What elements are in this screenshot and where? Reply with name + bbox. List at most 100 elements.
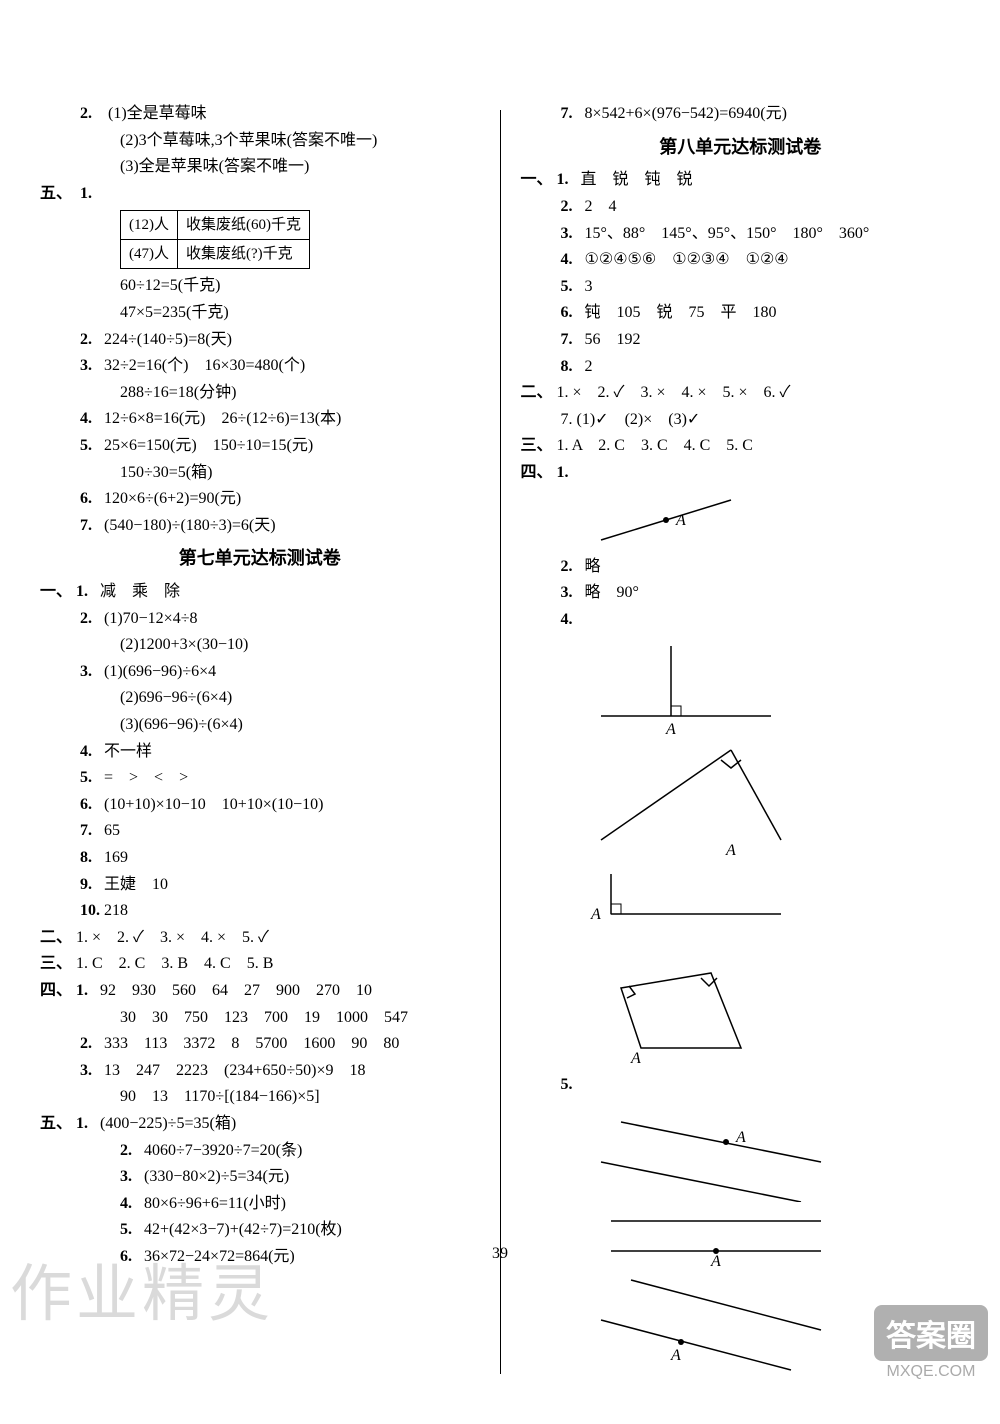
column-divider <box>500 110 501 1374</box>
calc-line: 60÷12=5(千克) <box>40 273 480 299</box>
diagram-perpendicular-vertical: A <box>581 636 961 736</box>
diagram-parallel-slanted: A <box>581 1102 961 1202</box>
answer-text: 42+(42×3−7)+(42÷7)=210(枚) <box>144 1221 342 1238</box>
unit-8-title: 第八单元达标测试卷 <box>521 133 961 162</box>
answer-row: 4.80×6÷96+6=11(小时) <box>40 1191 480 1217</box>
u7-s5-q1: 五、1.(400−225)÷5=35(箱) <box>40 1111 480 1137</box>
answer-text: 钝 105 锐 75 平 180 <box>585 304 777 321</box>
answer-text: 224÷(140÷5)=8(天) <box>104 331 232 348</box>
answer-text: 80×6÷96+6=11(小时) <box>144 1195 286 1212</box>
answer-row: 2.(1)70−12×4÷8 <box>40 606 480 632</box>
item-number: 2. <box>80 606 104 632</box>
answer-text: 不一样 <box>104 743 152 760</box>
q2-line3: (3)全是苹果味(答案不唯一) <box>40 154 480 180</box>
answer-row: 3.15°、88° 145°、95°、150° 180° 360° <box>521 221 961 247</box>
item-number: 1. <box>76 579 100 605</box>
item-number: 2. <box>80 327 104 353</box>
answer-text: (1)(696−96)÷6×4 <box>104 663 216 680</box>
item-number: 3. <box>80 659 104 685</box>
answer-text: 56 192 <box>585 331 641 348</box>
answer-row: 2.2 4 <box>521 194 961 220</box>
u7-s4-q1: 四、1.92 930 560 64 27 900 270 10 <box>40 978 480 1004</box>
item-number: 1. <box>557 167 581 193</box>
answer-text: 王婕 10 <box>104 876 168 893</box>
page-container: 2. (1)全是草莓味 (2)3个草莓味,3个苹果味(答案不唯一) (3)全是苹… <box>0 0 1000 1424</box>
answer-row: 2.4060÷7−3920÷7=20(条) <box>40 1138 480 1164</box>
table-row: (47)人 收集废纸(?)千克 <box>121 240 310 269</box>
answer-text: 218 <box>104 902 128 919</box>
answer-row: 4.①②④⑤⑥ ①②③④ ①②④ <box>521 247 961 273</box>
u8-s4-q1: 四、1. <box>521 460 961 486</box>
item-number: 4. <box>561 247 585 273</box>
section-label: 二、 <box>40 925 76 951</box>
answer-text: 4060÷7−3920÷7=20(条) <box>144 1142 302 1159</box>
answer-text: 2 <box>585 358 593 375</box>
answer-row: 7.56 192 <box>521 327 961 353</box>
item-number: 5. <box>80 765 104 791</box>
item-number: 3. <box>80 1058 104 1084</box>
item-number: 8. <box>561 354 585 380</box>
answer-text: (2)696−96÷(6×4) <box>40 685 480 711</box>
answer-text: 1. × 2. ✓ 3. × 4. × 5. ✓ <box>76 929 269 946</box>
diagram-line-point: A <box>581 490 961 550</box>
item-number: 6. <box>80 792 104 818</box>
answer-row: 3.32÷2=16(个) 16×30=480(个) <box>40 353 480 379</box>
item-number: 2. <box>80 101 104 127</box>
answer-row: 4. <box>521 607 961 633</box>
u7-s1-q1: 一、1.减 乘 除 <box>40 579 480 605</box>
answer-text: 15°、88° 145°、95°、150° 180° 360° <box>585 225 870 242</box>
answer-row: 8.2 <box>521 354 961 380</box>
left-column: 2. (1)全是草莓味 (2)3个草莓味,3个苹果味(答案不唯一) (3)全是苹… <box>40 100 480 1384</box>
answer-row: 7.65 <box>40 818 480 844</box>
answer-row: 5. <box>521 1072 961 1098</box>
answer-text: 3 <box>585 278 593 295</box>
section-label: 三、 <box>40 951 76 977</box>
answer-row: 5.= > < > <box>40 765 480 791</box>
item-number: 5. <box>120 1217 144 1243</box>
answer-text: 1. A 2. C 3. C 4. C 5. C <box>557 437 753 454</box>
answer-text: (3)(696−96)÷(6×4) <box>40 712 480 738</box>
answer-row: 5.25×6=150(元) 150÷10=15(元) <box>40 433 480 459</box>
table-cell: 收集废纸(60)千克 <box>178 211 310 240</box>
answer-text: 32÷2=16(个) 16×30=480(个) <box>104 357 305 374</box>
item-number: 7. <box>80 818 104 844</box>
answer-row: 8.169 <box>40 845 480 871</box>
answer-text: (1)70−12×4÷8 <box>104 610 197 627</box>
answer-text: 8×542+6×(976−542)=6940(元) <box>585 105 787 122</box>
item-number: 6. <box>561 300 585 326</box>
svg-text:A: A <box>665 721 676 736</box>
answer-text: 2 4 <box>585 198 617 215</box>
table-cell: (12)人 <box>121 211 178 240</box>
answer-text: 333 113 3372 8 5700 1600 90 80 <box>104 1035 399 1052</box>
item-number: 10. <box>80 898 104 924</box>
u7-s3: 三、1. C 2. C 3. B 4. C 5. B <box>40 951 480 977</box>
answer-row: 9.王婕 10 <box>40 872 480 898</box>
answer-text: 直 锐 钝 锐 <box>581 171 693 188</box>
u8-s2: 二、1. × 2. ✓ 3. × 4. × 5. × 6. ✓ <box>521 380 961 406</box>
answer-row: 2.333 113 3372 8 5700 1600 90 80 <box>40 1031 480 1057</box>
section-label: 一、 <box>521 167 557 193</box>
answer-text: 12÷6×8=16(元) 26÷(12÷6)=13(本) <box>104 410 341 427</box>
section-label: 四、 <box>521 460 557 486</box>
item-number: 4. <box>120 1191 144 1217</box>
answer-row: 3.略 90° <box>521 580 961 606</box>
answer-text: 略 <box>585 558 601 575</box>
svg-text:A: A <box>725 842 736 859</box>
item-number: 1. <box>80 181 104 207</box>
item-number: 2. <box>561 194 585 220</box>
answer-row: 2.224÷(140÷5)=8(天) <box>40 327 480 353</box>
item-number: 5. <box>561 274 585 300</box>
answer-text: 150÷30=5(箱) <box>40 460 480 486</box>
answer-text: 1. × 2. ✓ 3. × 4. × 5. × 6. ✓ <box>557 384 791 401</box>
item-number: 7. <box>561 327 585 353</box>
u8-s1-q1: 一、1.直 锐 钝 锐 <box>521 167 961 193</box>
answer-text: (2)1200+3×(30−10) <box>40 632 480 658</box>
item-number: 7. <box>80 513 104 539</box>
answer-text: 7. (1)✓ (2)× (3)✓ <box>521 407 961 433</box>
item-number: 2. <box>80 1031 104 1057</box>
answer-text: (10+10)×10−10 10+10×(10−10) <box>104 796 323 813</box>
svg-text:A: A <box>670 1347 681 1364</box>
q2-line2: (2)3个草莓味,3个苹果味(答案不唯一) <box>40 128 480 154</box>
item-number: 7. <box>561 101 585 127</box>
section-label: 五、 <box>40 181 76 207</box>
